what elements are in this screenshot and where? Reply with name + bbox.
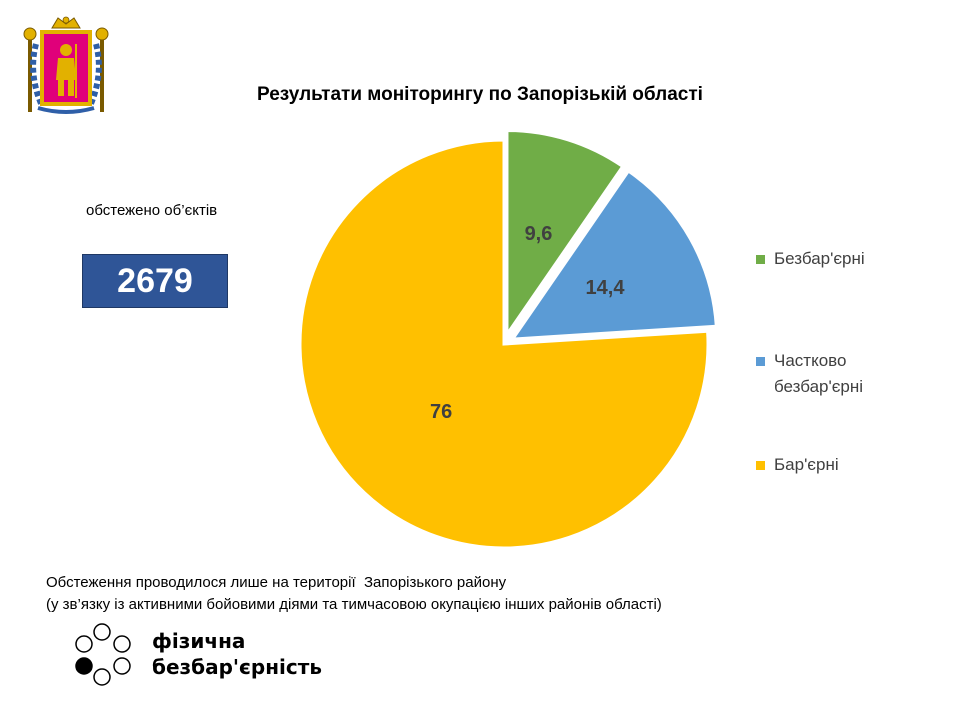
pie-slice-barrier: [298, 138, 710, 550]
legend-item-partially-barrier-free: Частково безбар'єрні: [756, 348, 863, 400]
brand-name: фізична безбар'єрність: [152, 628, 322, 680]
brand-line-1: фізична: [152, 629, 246, 653]
legend-swatch: [756, 461, 765, 470]
footnote-line-1: Обстеження проводилося лише на території…: [46, 574, 507, 591]
legend-item-barrier: Бар'єрні: [756, 452, 839, 478]
data-label: 14,4: [586, 277, 626, 299]
pie-slice-partially-barrier-free: [509, 168, 718, 341]
barrier-free-logo-icon: [75, 623, 131, 686]
footnote-line-2: (у зв’язку із активними бойовими діями т…: [46, 596, 662, 613]
data-label: 76: [430, 401, 452, 423]
objects-surveyed-label: обстежено об’єктів: [86, 202, 218, 219]
coat-of-arms-icon: [23, 16, 109, 114]
pie-slice-barrier-free: [505, 128, 625, 340]
legend-swatch: [756, 255, 765, 264]
pie-chart: 9,6 14,4 76: [298, 128, 718, 550]
legend-swatch: [756, 357, 765, 366]
brand-line-2: безбар'єрність: [152, 655, 322, 679]
chart-title: Результати моніторингу по Запорізькій об…: [257, 84, 703, 105]
legend-label: Бар'єрні: [774, 455, 839, 474]
data-label: 9,6: [525, 223, 553, 245]
legend-item-barrier-free: Безбар'єрні: [756, 246, 865, 272]
footnote: Обстеження проводилося лише на території…: [46, 572, 662, 616]
legend-label: Частково безбар'єрні: [774, 351, 864, 396]
legend-label: Безбар'єрні: [774, 249, 865, 268]
objects-surveyed-value: 2679: [82, 254, 228, 308]
